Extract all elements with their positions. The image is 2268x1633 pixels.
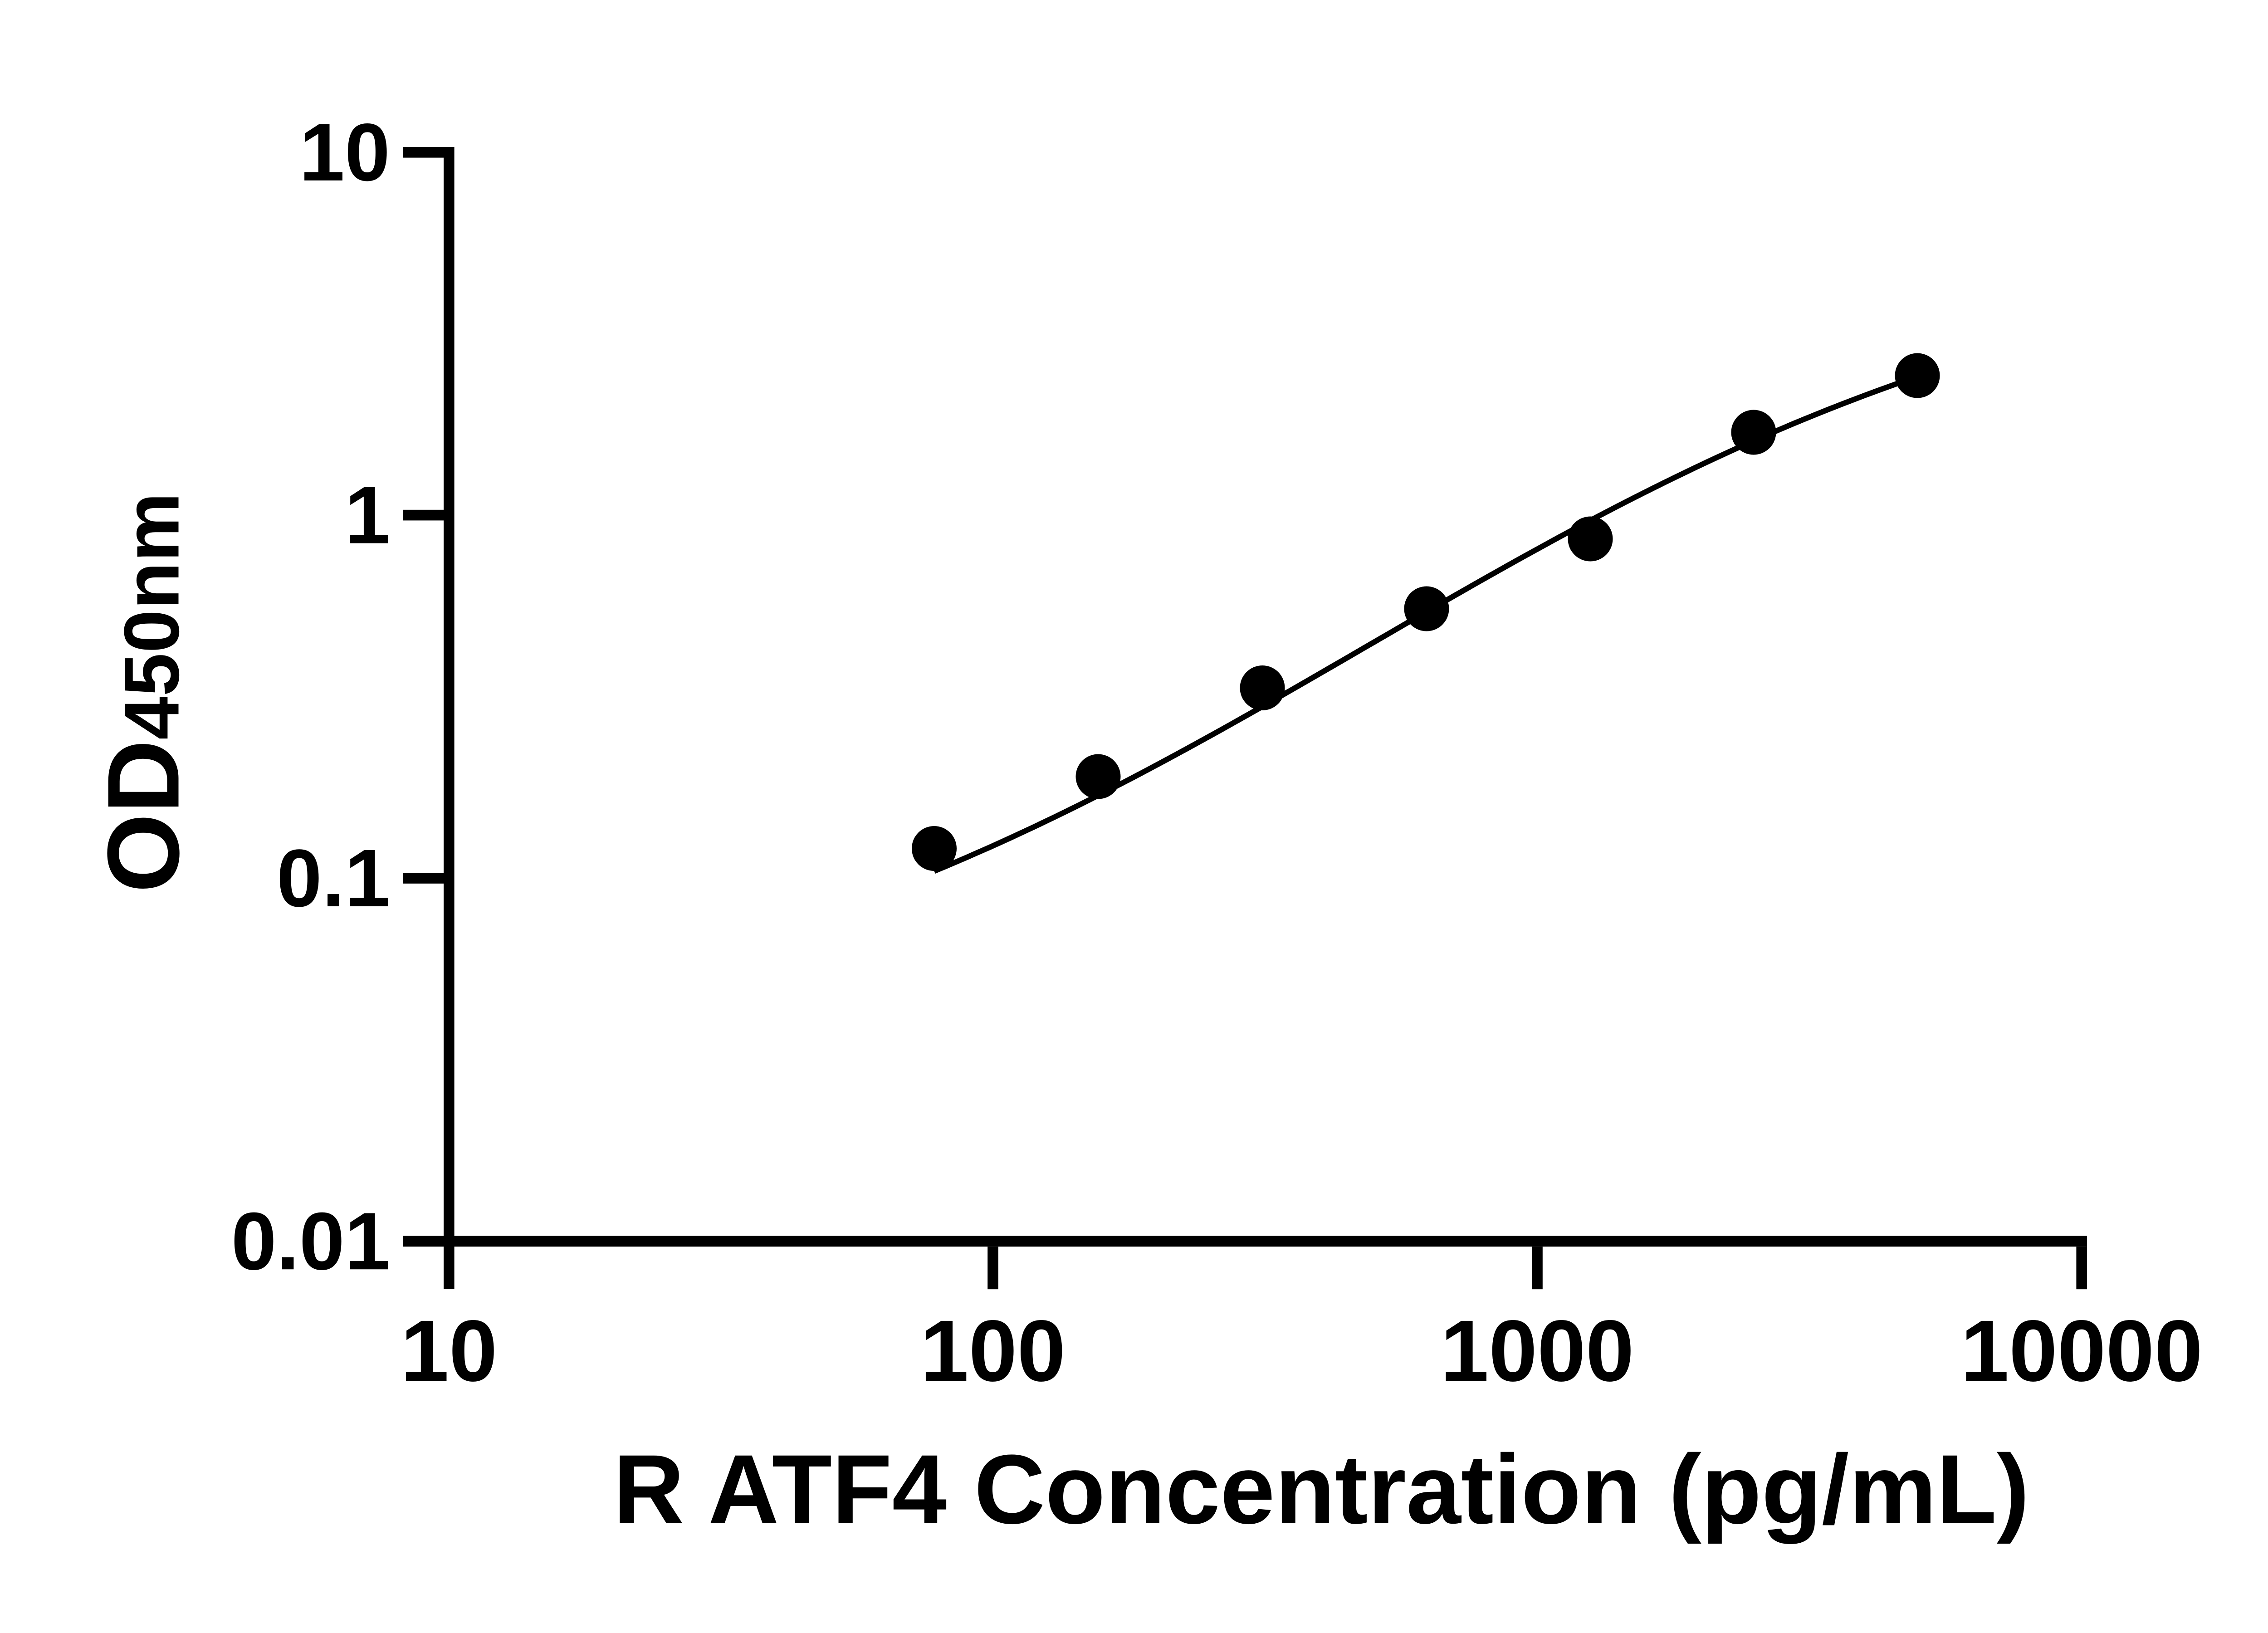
svg-text:0.1: 0.1 xyxy=(277,833,390,924)
svg-text:0.01: 0.01 xyxy=(231,1196,390,1287)
svg-text:OD450nm: OD450nm xyxy=(86,493,200,893)
svg-text:100: 100 xyxy=(920,1302,1066,1399)
svg-text:10000: 10000 xyxy=(1960,1302,2203,1399)
svg-text:R ATF4 Concentration (pg/mL): R ATF4 Concentration (pg/mL) xyxy=(613,1434,2029,1544)
svg-text:10: 10 xyxy=(299,107,390,198)
svg-text:1: 1 xyxy=(345,470,390,561)
svg-text:1000: 1000 xyxy=(1440,1302,1634,1399)
svg-text:10: 10 xyxy=(401,1302,498,1399)
